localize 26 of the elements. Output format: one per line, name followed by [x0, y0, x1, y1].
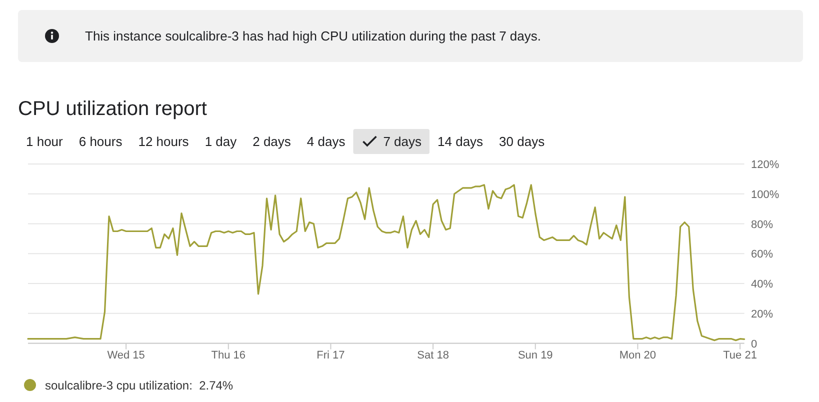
y-tick-label: 0	[751, 338, 758, 350]
chart-title: CPU utilization report	[18, 98, 208, 120]
time-range-button[interactable]: 2 days	[252, 134, 291, 149]
y-tick-label: 20%	[751, 308, 774, 320]
x-tick-label: Thu 16	[211, 349, 246, 362]
y-tick-label: 120%	[751, 159, 780, 171]
time-range-button[interactable]: 1 hour	[26, 134, 63, 149]
x-tick-label: Sun 19	[518, 349, 553, 362]
time-range-button[interactable]: 1 day	[204, 134, 237, 149]
y-tick-label: 40%	[751, 278, 774, 291]
y-tick-label: 80%	[751, 218, 774, 231]
time-range-button[interactable]: 6 hours	[78, 134, 122, 149]
y-tick-label: 60%	[751, 248, 774, 261]
time-range-button[interactable]: 14 days	[438, 134, 484, 149]
time-range-button[interactable]: 7 days	[353, 129, 430, 154]
time-range-button[interactable]: 12 hours	[138, 134, 189, 149]
y-tick-label: 100%	[751, 188, 780, 201]
time-range-button[interactable]: 4 days	[306, 134, 346, 149]
legend-label: soulcalibre-3 cpu utilization: 2.74%	[45, 378, 234, 392]
x-tick-label: Sat 18	[417, 349, 449, 362]
x-tick-label: Fri 17	[316, 349, 345, 362]
text: This instance soulcalibre-3 has had high CPU utilization during the past 7 days.	[85, 28, 541, 44]
x-tick-label: Mon 20	[619, 349, 656, 362]
x-tick-label: Wed 15	[107, 349, 145, 362]
x-tick-label: Tue 21	[723, 349, 757, 362]
time-range-button[interactable]: 30 days	[499, 134, 545, 149]
